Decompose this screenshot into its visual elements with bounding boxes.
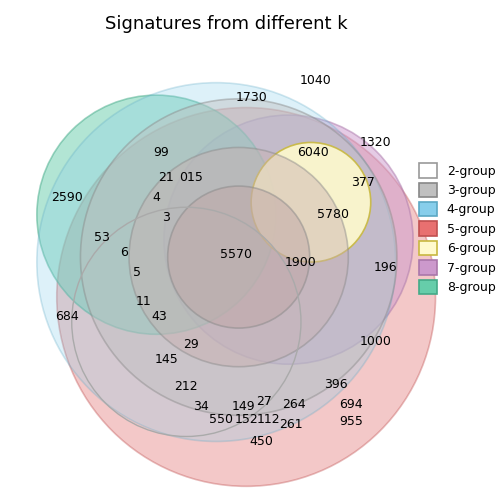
Text: 145: 145 [155, 353, 178, 366]
Text: 550: 550 [209, 413, 233, 425]
Text: 149: 149 [232, 400, 256, 413]
Text: 99: 99 [154, 146, 169, 159]
Text: 6040: 6040 [297, 146, 329, 159]
Text: 396: 396 [324, 377, 348, 391]
Text: 1000: 1000 [360, 335, 392, 348]
Text: 264: 264 [282, 398, 305, 411]
Text: 684: 684 [55, 310, 79, 324]
Text: 196: 196 [374, 261, 398, 274]
Text: 1320: 1320 [360, 136, 392, 149]
Circle shape [168, 186, 309, 328]
Text: 53: 53 [94, 231, 109, 243]
Text: 261: 261 [279, 417, 303, 430]
Text: 1900: 1900 [285, 256, 317, 269]
Text: 377: 377 [351, 176, 375, 189]
Circle shape [164, 115, 413, 364]
Text: 5: 5 [133, 266, 141, 279]
Circle shape [251, 143, 371, 262]
Text: 450: 450 [249, 435, 273, 448]
Text: 015: 015 [179, 171, 203, 184]
Text: 694: 694 [339, 398, 362, 411]
Text: 43: 43 [151, 310, 167, 324]
Text: 152: 152 [234, 413, 258, 425]
Circle shape [37, 83, 396, 442]
Circle shape [81, 99, 397, 415]
Text: 2590: 2590 [51, 191, 83, 204]
Text: 3: 3 [162, 211, 170, 224]
Circle shape [37, 95, 276, 334]
Text: 1040: 1040 [300, 74, 332, 87]
Circle shape [129, 148, 348, 367]
Text: 212: 212 [174, 380, 198, 393]
Legend: 2-group, 3-group, 4-group, 5-group, 6-group, 7-group, 8-group: 2-group, 3-group, 4-group, 5-group, 6-gr… [417, 161, 498, 297]
Text: 1730: 1730 [235, 91, 267, 104]
Text: 34: 34 [194, 400, 209, 413]
Text: 955: 955 [339, 415, 363, 428]
Text: 112: 112 [257, 413, 280, 425]
Text: 11: 11 [136, 295, 152, 308]
Text: 6: 6 [120, 245, 128, 259]
Circle shape [57, 107, 435, 486]
Text: 5780: 5780 [318, 208, 349, 221]
Title: Signatures from different k: Signatures from different k [105, 15, 348, 33]
Text: 4: 4 [153, 191, 160, 204]
Text: 5570: 5570 [220, 248, 252, 261]
Text: 27: 27 [256, 395, 272, 408]
Text: 29: 29 [183, 338, 199, 351]
Text: 21: 21 [159, 171, 174, 184]
